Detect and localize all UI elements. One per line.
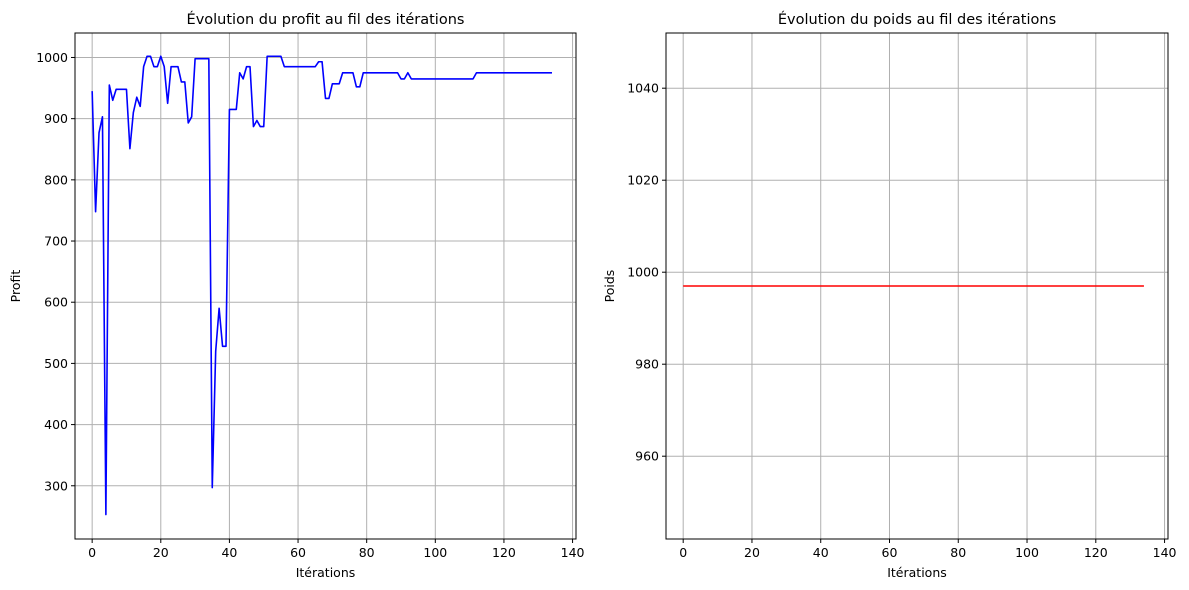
profit-x-tick-label: 40 [221, 545, 237, 560]
weight-y-tick-label: 1020 [627, 173, 659, 188]
profit-x-tick-label: 60 [290, 545, 306, 560]
weight-x-tick-label: 80 [950, 545, 966, 560]
profit-y-axis-label: Profit [8, 270, 23, 303]
weight-x-tick-label: 100 [1015, 545, 1039, 560]
weight-x-axis-label: Itérations [887, 565, 947, 580]
profit-x-axis-label: Itérations [296, 565, 356, 580]
profit-chart-title: Évolution du profit au fil des itération… [187, 11, 465, 28]
profit-x-tick-label: 0 [88, 545, 96, 560]
weight-y-tick-label: 1000 [627, 265, 659, 280]
profit-y-tick-label: 400 [44, 417, 68, 432]
weight-x-tick-label: 20 [744, 545, 760, 560]
profit-y-tick-label: 800 [44, 172, 68, 187]
chart-profit: 0 20 40 60 80 100 120 140 300 400 500 600 700 800 900 1… [8, 11, 585, 580]
profit-y-tick-label: 600 [44, 295, 68, 310]
profit-plot-frame [74, 32, 577, 540]
weight-plot-frame [665, 32, 1169, 540]
profit-x-tick-label: 100 [423, 545, 447, 560]
profit-x-tick-label: 120 [492, 545, 516, 560]
profit-y-tick-label: 300 [44, 478, 68, 493]
profit-series-line [91, 55, 552, 516]
profit-x-tick-label: 140 [561, 545, 585, 560]
weight-x-tick-label: 40 [813, 545, 829, 560]
weight-x-tick-label: 0 [679, 545, 687, 560]
weight-y-tick-label: 960 [635, 449, 659, 464]
weight-x-tick-label: 60 [882, 545, 898, 560]
profit-y-tick-label: 500 [44, 356, 68, 371]
weight-y-tick-label: 980 [635, 357, 659, 372]
profit-y-tick-label: 1000 [36, 50, 68, 65]
profit-y-tick-label: 900 [44, 111, 68, 126]
profit-x-tick-label: 20 [153, 545, 169, 560]
weight-y-tick-label: 1040 [627, 81, 659, 96]
profit-x-tick-label: 80 [359, 545, 375, 560]
chart-weight: 0 20 40 60 80 100 120 140 960 980 1000 1020 1040 Évol… [602, 11, 1177, 580]
weight-x-tick-label: 120 [1084, 545, 1108, 560]
weight-chart-title: Évolution du poids au fil des itérations [778, 11, 1056, 28]
weight-x-tick-label: 140 [1153, 545, 1177, 560]
weight-y-axis-label: Poids [602, 270, 617, 303]
profit-y-tick-label: 700 [44, 234, 68, 249]
